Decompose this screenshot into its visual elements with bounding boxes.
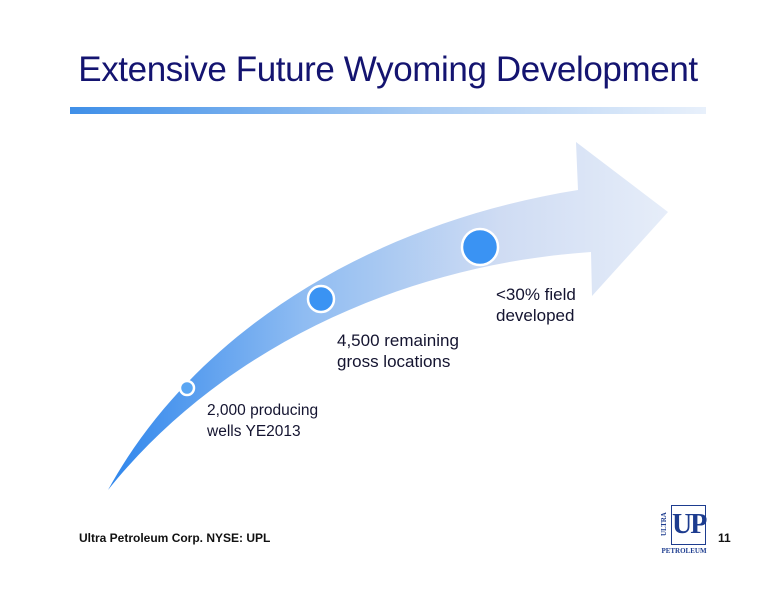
milestone-2-line-1: 4,500 remaining bbox=[337, 331, 459, 350]
milestone-1-line-1: 2,000 producing bbox=[207, 402, 319, 419]
milestone-label-producing-wells: 2,000 producing wells YE2013 bbox=[207, 400, 318, 442]
ultra-petroleum-logo: ULTRA UP PETROLEUM bbox=[660, 505, 708, 557]
page-number: 11 bbox=[718, 531, 731, 545]
milestone-label-field-developed: <30% field developed bbox=[496, 284, 576, 326]
logo-sub-text: PETROLEUM bbox=[661, 547, 707, 555]
logo-mark: UP bbox=[671, 505, 707, 545]
milestone-dot-large bbox=[460, 227, 500, 267]
milestone-3-line-2: developed bbox=[496, 306, 575, 325]
title-underline bbox=[70, 107, 706, 114]
milestone-dot-medium bbox=[306, 284, 336, 314]
logo-side-text: ULTRA bbox=[660, 512, 668, 536]
milestone-dot-small bbox=[178, 379, 196, 397]
footer-company-text: Ultra Petroleum Corp. NYSE: UPL bbox=[79, 531, 271, 545]
milestone-2-line-2: gross locations bbox=[337, 352, 451, 371]
milestone-label-remaining-locations: 4,500 remaining gross locations bbox=[337, 330, 459, 372]
slide-title: Extensive Future Wyoming Development bbox=[78, 50, 698, 89]
milestone-3-line-1: <30% field bbox=[496, 285, 576, 304]
growth-arrow bbox=[108, 142, 668, 490]
milestone-1-line-2: wells YE2013 bbox=[207, 423, 301, 440]
